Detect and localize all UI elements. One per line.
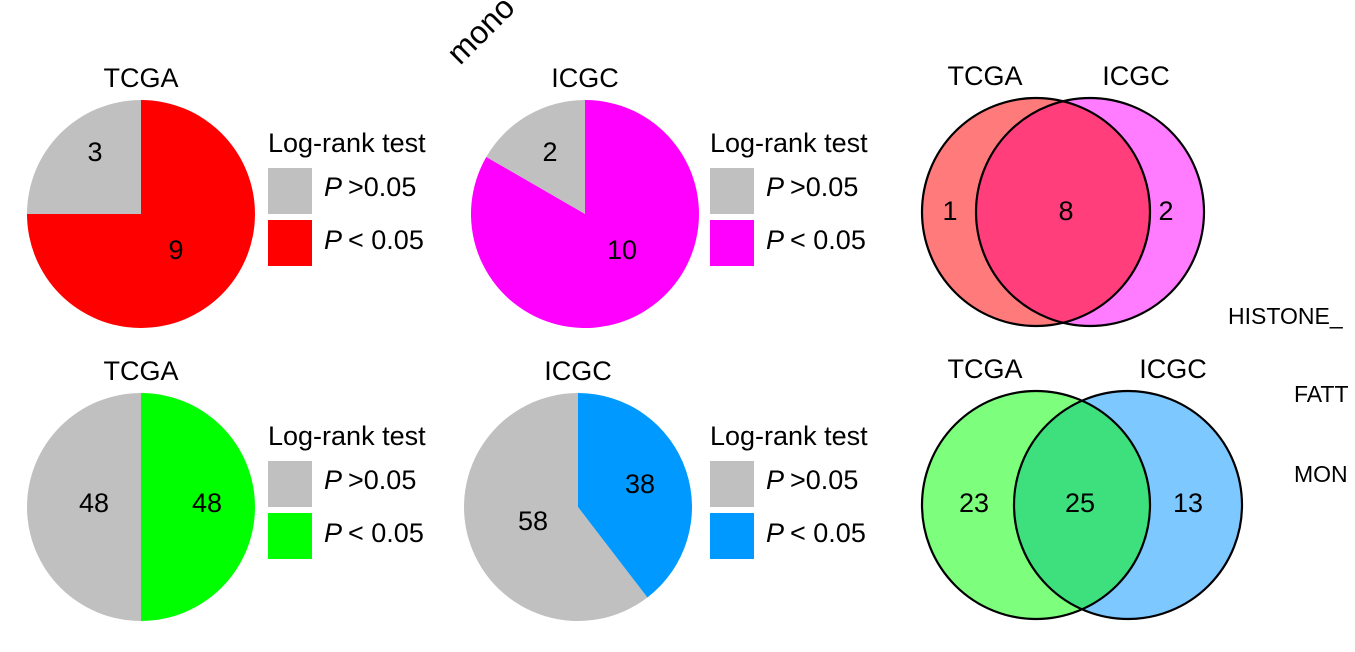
pie-title: ICGC (551, 63, 619, 93)
pie-title: TCGA (103, 356, 178, 386)
legend-gt-value: >0.05 (790, 465, 858, 495)
legend-label-lt: P < 0.05 (766, 518, 866, 548)
venn-outline-1 (920, 389, 1152, 621)
legend-label-gt: P >0.05 (766, 465, 858, 495)
legend-label-gt: P >0.05 (324, 172, 416, 202)
legend-lt-value: < 0.05 (348, 518, 424, 548)
venn-label-right-only: 13 (1173, 488, 1203, 518)
pie-title: ICGC (544, 356, 612, 386)
legend-p-italic: P (766, 225, 784, 255)
venn-diagram-1: TCGA ICGC 1 8 2 (920, 61, 1206, 328)
legend-p-italic: P (324, 518, 342, 548)
venn-outline-2 (1012, 389, 1244, 621)
pie-slice-1 (27, 393, 141, 621)
legend-swatch-gray (710, 168, 754, 214)
legend-label-lt: P < 0.05 (324, 225, 424, 255)
pie-slice-label-1: 48 (79, 488, 109, 518)
venn-diagram-2: TCGA ICGC 23 25 13 (920, 354, 1244, 621)
legend-swatch-gray (710, 461, 754, 507)
pie-title: TCGA (103, 63, 178, 93)
venn-label-intersection: 25 (1065, 488, 1095, 518)
legend-lt-value: < 0.05 (348, 225, 424, 255)
venn-label-right-only: 2 (1158, 196, 1173, 226)
legend-title: Log-rank test (710, 128, 868, 158)
venn-outline-2 (974, 96, 1206, 328)
legend-swatch-color (268, 220, 312, 266)
legend-p-italic: P (324, 225, 342, 255)
legend-p-italic: P (766, 518, 784, 548)
pie-slice-1 (463, 393, 648, 622)
pie-slice-label-2: 10 (607, 235, 637, 265)
fragment-right-label-2: FATT (1294, 381, 1349, 407)
legend-gt-value: >0.05 (348, 172, 416, 202)
pie-slice-label-1: 3 (87, 137, 102, 167)
pie-slice-1 (486, 100, 585, 214)
venn-set-label-1: TCGA (947, 354, 1022, 384)
venn-set-label-2: ICGC (1139, 354, 1207, 384)
legend-label-gt: P >0.05 (766, 172, 858, 202)
legend-p-italic: P (766, 465, 784, 495)
fragment-top-label: mono (439, 0, 521, 71)
legend-label-lt: P < 0.05 (324, 518, 424, 548)
pie-slice-2 (470, 100, 699, 328)
pie-slice-label-2: 48 (192, 488, 222, 518)
legend-p-italic: P (766, 172, 784, 202)
venn-label-left-only: 1 (942, 196, 957, 226)
legend-label-lt: P < 0.05 (766, 225, 866, 255)
legend-gt-value: >0.05 (790, 172, 858, 202)
legend-gt-value: >0.05 (348, 465, 416, 495)
pie-slice-label-2: 9 (168, 235, 183, 265)
legend-title: Log-rank test (268, 128, 426, 158)
pie-slice-2 (141, 393, 255, 621)
legend-p-italic: P (324, 172, 342, 202)
venn-intersection (975, 101, 1151, 323)
pie-slice-2 (578, 393, 692, 598)
legend-title: Log-rank test (710, 421, 868, 451)
legend-swatch-gray (268, 461, 312, 507)
pie-slice-label-1: 2 (542, 137, 557, 167)
venn-set-label-1: TCGA (947, 61, 1022, 91)
legend-lt-value: < 0.05 (790, 225, 866, 255)
pie-slice-2 (27, 100, 255, 328)
legend-swatch-gray (268, 168, 312, 214)
legend-swatch-color (710, 220, 754, 266)
legend-lt-value: < 0.05 (790, 518, 866, 548)
legend-swatch-color (268, 513, 312, 559)
pie-slice-1 (27, 100, 141, 214)
venn-outline-1 (920, 96, 1152, 328)
legend-label-gt: P >0.05 (324, 465, 416, 495)
pie-slice-label-1: 58 (518, 506, 548, 536)
venn-intersection (1013, 400, 1151, 610)
fragment-right-label-1: HISTONE_ (1228, 303, 1344, 329)
venn-label-intersection: 8 (1058, 196, 1073, 226)
legend-p-italic: P (324, 465, 342, 495)
legend-swatch-color (710, 513, 754, 559)
pie-slice-label-2: 38 (625, 469, 655, 499)
venn-label-left-only: 23 (959, 488, 989, 518)
fragment-right-label-3: MON (1294, 461, 1348, 487)
legend-title: Log-rank test (268, 421, 426, 451)
venn-set-label-2: ICGC (1102, 61, 1170, 91)
